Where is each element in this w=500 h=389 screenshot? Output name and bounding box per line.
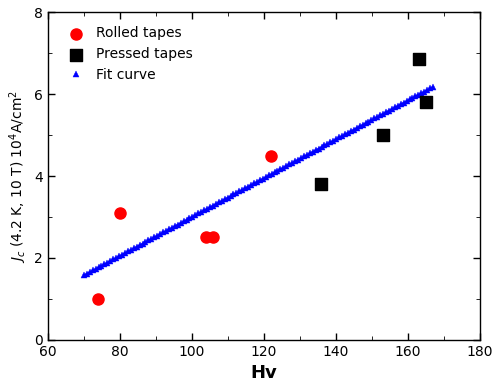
- Fit curve: [81, 273, 87, 278]
- Fit curve: [322, 143, 328, 148]
- Rolled tapes: [202, 234, 210, 240]
- Pressed tapes: [422, 99, 430, 105]
- Pressed tapes: [378, 132, 386, 138]
- Rolled tapes: [94, 296, 102, 302]
- Fit curve: [274, 168, 280, 173]
- Pressed tapes: [318, 181, 326, 187]
- Fit curve: [356, 124, 362, 129]
- Fit curve: [154, 233, 160, 238]
- Legend: Rolled tapes, Pressed tapes, Fit curve: Rolled tapes, Pressed tapes, Fit curve: [55, 19, 200, 89]
- Fit curve: [174, 222, 180, 227]
- Line: Fit curve: Fit curve: [81, 84, 436, 278]
- X-axis label: Hv: Hv: [250, 364, 277, 382]
- Pressed tapes: [414, 56, 422, 63]
- Rolled tapes: [267, 152, 275, 159]
- Fit curve: [418, 91, 424, 95]
- Fit curve: [430, 84, 436, 89]
- Y-axis label: $J_c$ (4.2 K, 10 T) 10$^4$A/cm$^2$: $J_c$ (4.2 K, 10 T) 10$^4$A/cm$^2$: [7, 89, 28, 263]
- Rolled tapes: [116, 210, 124, 216]
- Rolled tapes: [210, 234, 218, 240]
